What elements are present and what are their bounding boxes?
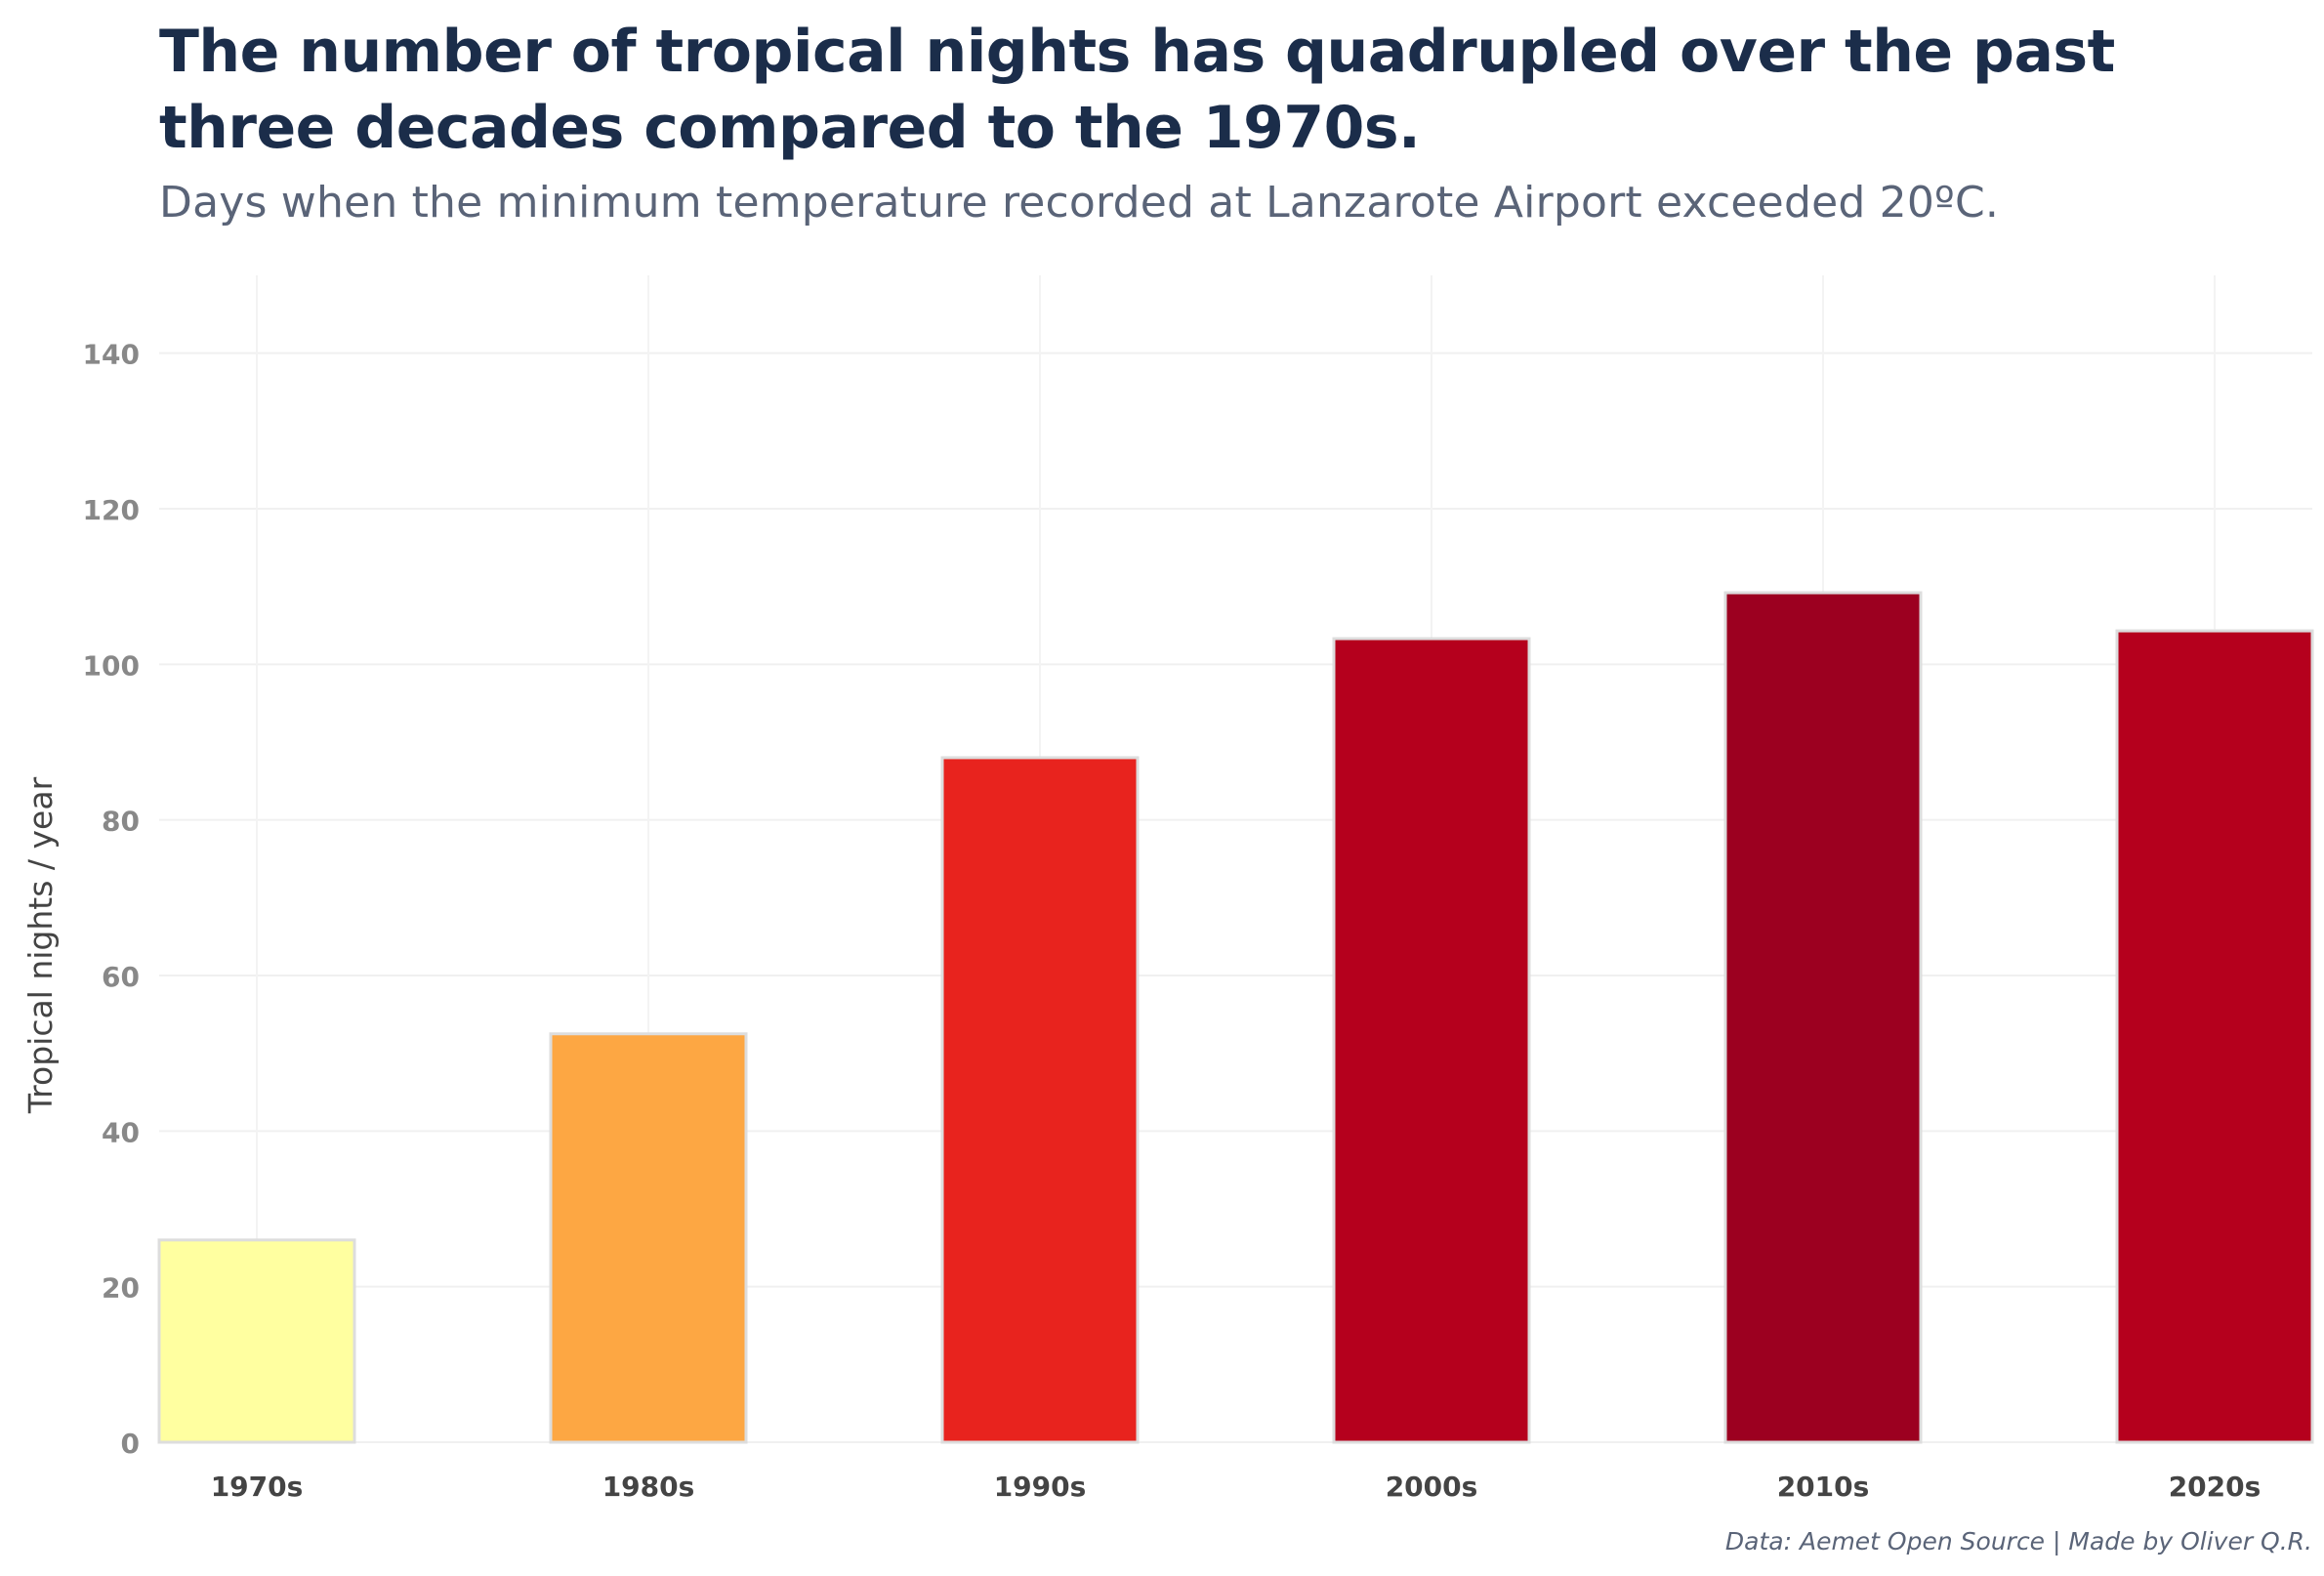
x-axis-ticks: 1970s 1980s 1990s 2000s 2010s 2020s — [211, 1471, 2262, 1503]
x-tick-label: 2020s — [2169, 1471, 2262, 1503]
y-tick-label: 60 — [102, 961, 140, 993]
y-axis-label: Tropical nights / year — [21, 776, 60, 1114]
y-tick-label: 120 — [83, 494, 140, 526]
bar-2020s — [2115, 629, 2314, 1444]
y-tick-label: 40 — [102, 1116, 140, 1148]
bar-2010s — [1723, 591, 1923, 1444]
y-axis-ticks: 0 20 40 60 80 100 120 140 — [83, 339, 140, 1460]
y-tick-label: 20 — [102, 1272, 140, 1305]
chart-subtitle: Days when the minimum temperature record… — [159, 178, 2000, 228]
y-tick-label: 80 — [102, 806, 140, 838]
chart-title: The number of tropical nights has quadru… — [159, 18, 2115, 162]
bar-1970s — [157, 1238, 356, 1444]
bars — [157, 591, 2314, 1444]
bar-1980s — [549, 1032, 748, 1444]
y-tick-label: 0 — [121, 1428, 140, 1460]
x-tick-label: 2000s — [1386, 1471, 1478, 1503]
x-tick-label: 1990s — [994, 1471, 1087, 1503]
x-tick-label: 1980s — [602, 1471, 695, 1503]
y-tick-label: 100 — [83, 649, 140, 682]
y-tick-label: 140 — [83, 339, 140, 371]
bar-1990s — [940, 756, 1140, 1444]
source-caption: Data: Aemet Open Source | Made by Oliver… — [1724, 1527, 2312, 1555]
x-tick-label: 1970s — [211, 1471, 304, 1503]
grid-lines — [159, 275, 2312, 1443]
x-tick-label: 2010s — [1777, 1471, 1870, 1503]
bar-2000s — [1332, 637, 1531, 1444]
